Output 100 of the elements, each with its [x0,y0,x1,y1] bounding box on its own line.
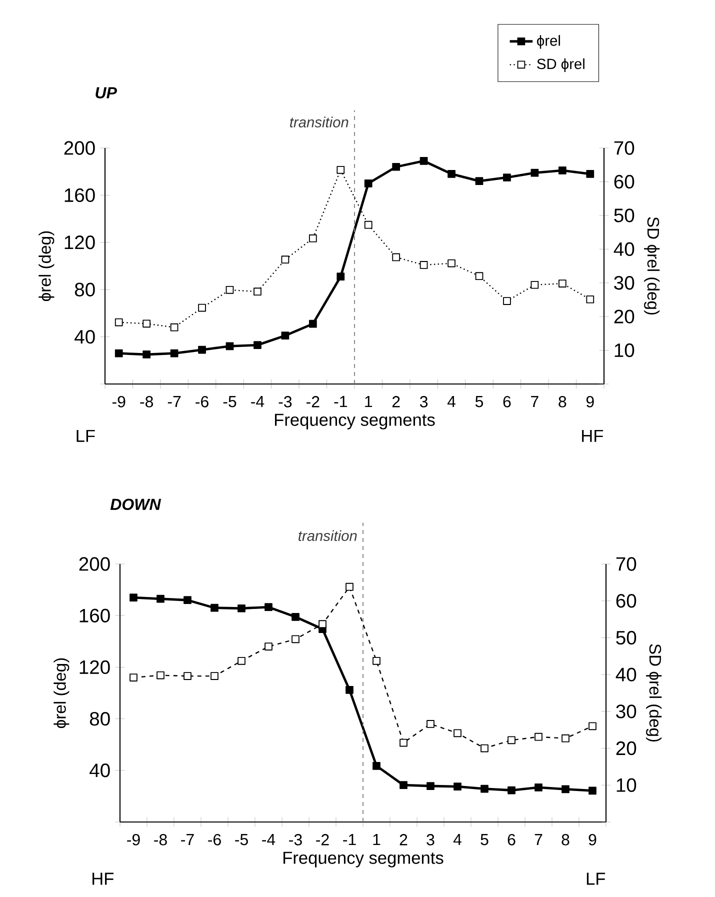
y-tick-label: 200 [79,557,110,571]
y2-tick-label: 40 [616,668,636,682]
x-tick-label: 7 [531,396,538,408]
chart-title: UP [96,87,117,98]
chart-title: DOWN [110,498,162,510]
x-tick-label: -5 [223,396,236,408]
point [372,762,380,770]
legend-label: SD ϕrel [537,58,584,72]
point [448,259,456,268]
x-tick-label: -4 [251,396,264,408]
text: HF [92,872,114,885]
point [454,729,462,738]
point [254,288,262,296]
y2-tick-label: 60 [616,594,636,608]
point [156,594,164,603]
x-tick-label: 3 [420,396,428,408]
y-tick-label: 160 [80,608,110,622]
y2-tick-label: 20 [614,310,634,324]
y2-tick-label: 70 [616,557,636,571]
point [264,603,272,612]
y2-tick-label: 50 [616,630,636,645]
point [420,157,428,165]
point [130,594,138,602]
point [346,686,354,694]
point [308,234,317,242]
x-tick-label: -7 [181,834,194,846]
x-tick-label: 4 [453,834,462,846]
y2-tick-label: 30 [616,704,636,718]
x-tick-label: 2 [400,834,408,846]
point [392,162,400,171]
point [530,168,539,177]
x-tick-label: 3 [426,834,434,846]
point [562,785,570,794]
point [588,786,596,795]
point [238,604,246,612]
point [558,166,566,174]
y2-tick-label: 60 [614,174,634,189]
point [114,349,123,358]
x-tick-label: 6 [503,396,511,408]
point [198,304,206,312]
x-tick-label: 7 [534,834,542,846]
y-tick-label: 40 [90,764,110,778]
x-tick-label: -3 [289,834,302,846]
y-tick-label: 120 [64,236,95,250]
y2-tick-label: 50 [614,208,634,222]
x-tick-label: 6 [508,834,516,846]
point [530,280,539,289]
y-tick-label: 160 [64,188,95,202]
point [281,332,290,340]
text: transition [298,530,357,542]
point [534,783,542,792]
x-tick-label: 2 [392,396,400,408]
x-tick-label: 1 [373,834,380,846]
point [503,174,511,182]
point [364,220,372,229]
point [448,170,456,178]
point [426,720,434,728]
x-tick-label: -2 [306,396,320,408]
x-tick-label: 1 [365,396,372,408]
point [508,786,516,794]
point [480,744,488,752]
point [426,782,434,790]
x-tick-label: 8 [558,396,566,408]
x-tick-label: 9 [586,396,594,408]
point [475,177,484,185]
point [392,253,400,262]
x-tick-label: -9 [127,834,140,846]
y-tick-label: 80 [90,712,110,726]
x-tick-label: -3 [278,396,292,408]
y2-axis-title: SD ϕrel (deg) [646,644,662,742]
x-tick-label: -8 [140,396,153,408]
point [226,342,234,350]
x-tick-label: -6 [196,396,208,408]
point [588,722,596,730]
x-tick-label: 8 [562,834,570,846]
point [558,280,566,288]
point [400,781,408,790]
point [156,671,164,680]
y-tick-label: 40 [74,330,95,344]
point [292,635,300,644]
text: transition [290,116,348,128]
point [184,596,192,604]
legend-label: ϕrel [537,35,560,49]
x-tick-label: 5 [480,834,488,846]
point [586,295,594,304]
point [264,642,272,650]
point [184,672,192,680]
point [281,256,290,264]
text: LF [586,872,606,885]
point [114,318,123,326]
y-tick-label: 200 [64,141,95,155]
point [586,170,594,178]
point [562,734,570,742]
x-tick-label: -2 [316,834,329,846]
x-tick-label: -7 [168,396,181,408]
y2-tick-label: 10 [614,343,634,358]
y2-tick-label: 30 [614,276,634,290]
point [308,320,317,328]
x-tick-label: -1 [343,834,356,846]
point [364,179,372,188]
